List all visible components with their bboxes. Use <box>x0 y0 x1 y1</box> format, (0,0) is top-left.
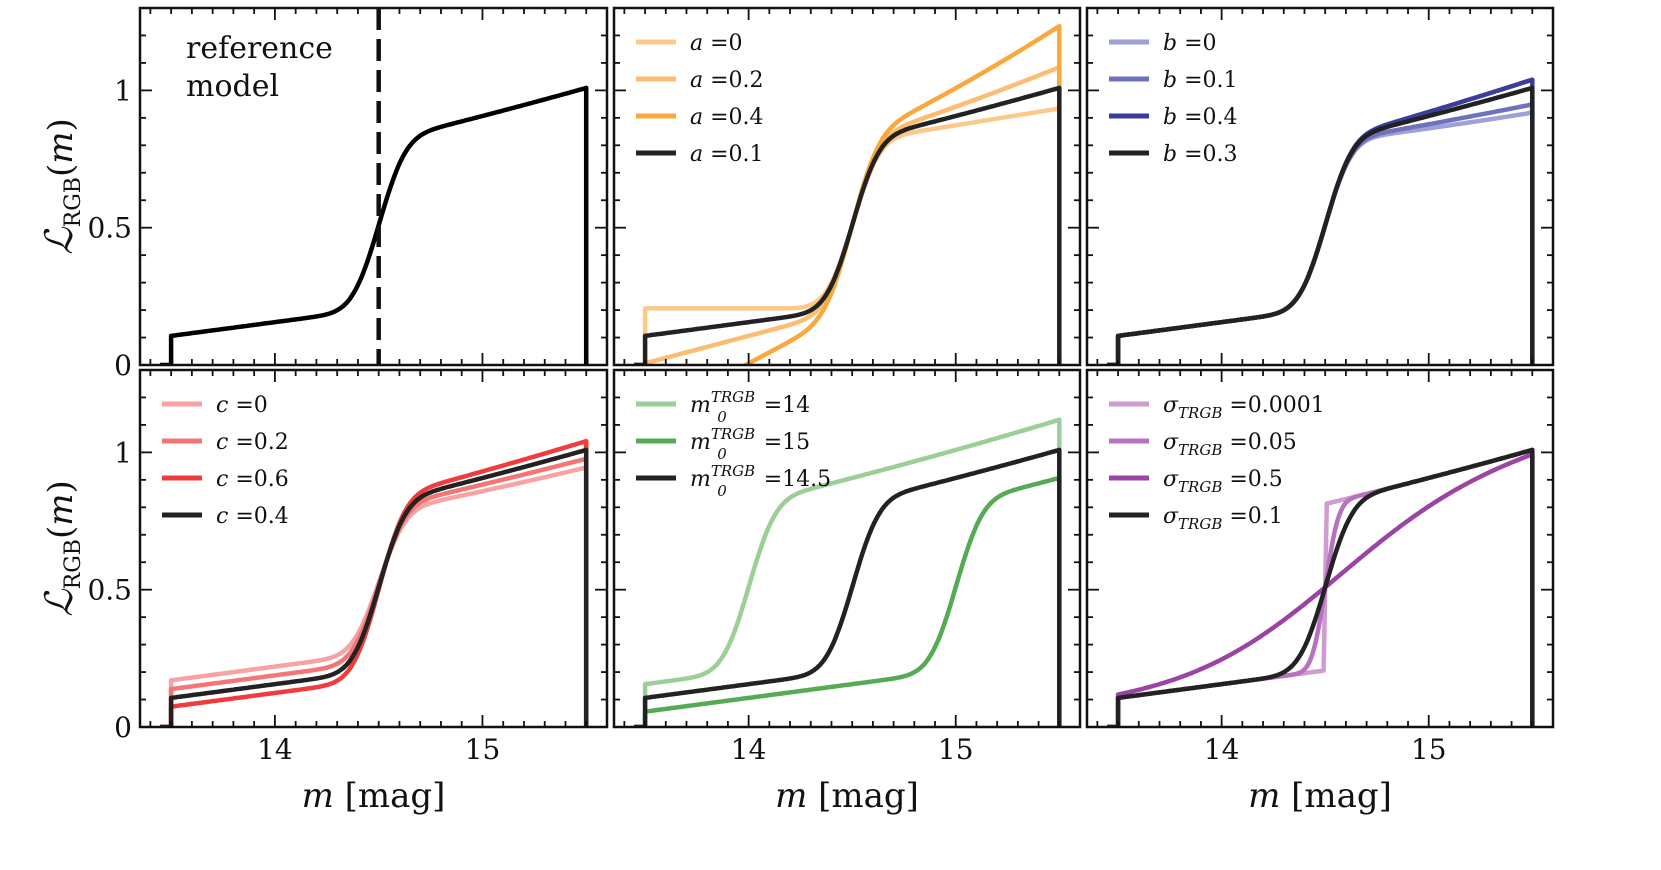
x-tick-label: 15 <box>1411 733 1447 766</box>
x-axis-label: m [mag] <box>775 776 919 816</box>
series-line-a-3 <box>634 85 1062 365</box>
legend-label: mTRGB 0 =15 <box>690 425 810 463</box>
legend: c =0 c =0.2 c =0.6 c =0.4 <box>162 393 289 529</box>
x-tick-label: 15 <box>465 733 501 766</box>
series-line-reference-0 <box>160 85 589 365</box>
y-tick-label: 0.5 <box>87 212 132 245</box>
x-tick-label: 14 <box>257 733 293 766</box>
legend-label: a =0.4 <box>690 105 764 130</box>
y-tick-label: 1 <box>114 436 132 469</box>
axes-frame <box>612 6 1082 367</box>
axes-frame <box>612 368 1082 729</box>
y-tick-label: 1 <box>114 74 132 107</box>
legend-label: b =0.1 <box>1163 68 1238 93</box>
legend-label: c =0 <box>216 393 268 418</box>
legend: b =0 b =0.1 b =0.4 b =0.3 <box>1109 31 1238 167</box>
y-tick-label: 0.5 <box>87 574 132 607</box>
legend: a =0 a =0.2 a =0.4 a =0.1 <box>636 31 764 167</box>
legend-label: b =0 <box>1163 31 1217 56</box>
axes-frame <box>138 368 609 729</box>
y-tick-label: 0 <box>114 349 132 382</box>
annotation-text: reference <box>186 31 333 66</box>
legend-label: a =0 <box>690 31 743 56</box>
y-tick-label: 0 <box>114 711 132 744</box>
legend: σTRGB =0.0001 σTRGB =0.05 σTRGB =0.5 σTRGB … <box>1109 393 1325 533</box>
axes-frame <box>138 6 609 367</box>
legend-label: σTRGB =0.05 <box>1163 430 1297 459</box>
series-line-m0-1 <box>634 475 1062 727</box>
y-axis-label: ℒRGB(m) <box>37 118 86 254</box>
legend-label: mTRGB 0 =14.5 <box>690 462 831 500</box>
series-line-sigma-2 <box>1107 452 1535 727</box>
legend-label: σTRGB =0.1 <box>1163 504 1283 533</box>
panel-a: a =0 a =0.2 a =0.4 a =0.1 <box>612 6 1082 367</box>
legend-label: a =0.1 <box>690 142 764 167</box>
x-tick-label: 15 <box>938 733 974 766</box>
series-line-m0-2 <box>634 447 1062 727</box>
legend-label: σTRGB =0.0001 <box>1163 393 1325 422</box>
axes-frame <box>1085 368 1555 729</box>
series-line-m0-0 <box>634 417 1062 727</box>
x-axis-label: m [mag] <box>1248 776 1392 816</box>
series-line-b-3 <box>1107 85 1535 365</box>
x-tick-label: 14 <box>1204 733 1240 766</box>
series-line-c-3 <box>160 447 589 727</box>
y-axis-label: ℒRGB(m) <box>37 480 86 616</box>
series-line-sigma-3 <box>1107 447 1535 727</box>
legend-label: σTRGB =0.5 <box>1163 467 1283 496</box>
x-tick-label: 14 <box>731 733 767 766</box>
panel-b: b =0 b =0.1 b =0.4 b =0.3 <box>1085 6 1555 367</box>
legend-label: c =0.4 <box>216 504 289 529</box>
legend-label: b =0.4 <box>1163 105 1238 130</box>
legend-label: a =0.2 <box>690 68 764 93</box>
legend-label: c =0.2 <box>216 430 289 455</box>
x-axis-label: m [mag] <box>302 776 446 816</box>
axes-frame <box>1085 6 1555 367</box>
legend-label: c =0.6 <box>216 467 289 492</box>
legend-label: b =0.3 <box>1163 142 1238 167</box>
annotation-text: model <box>186 69 279 104</box>
legend-label: mTRGB 0 =14 <box>690 388 810 426</box>
